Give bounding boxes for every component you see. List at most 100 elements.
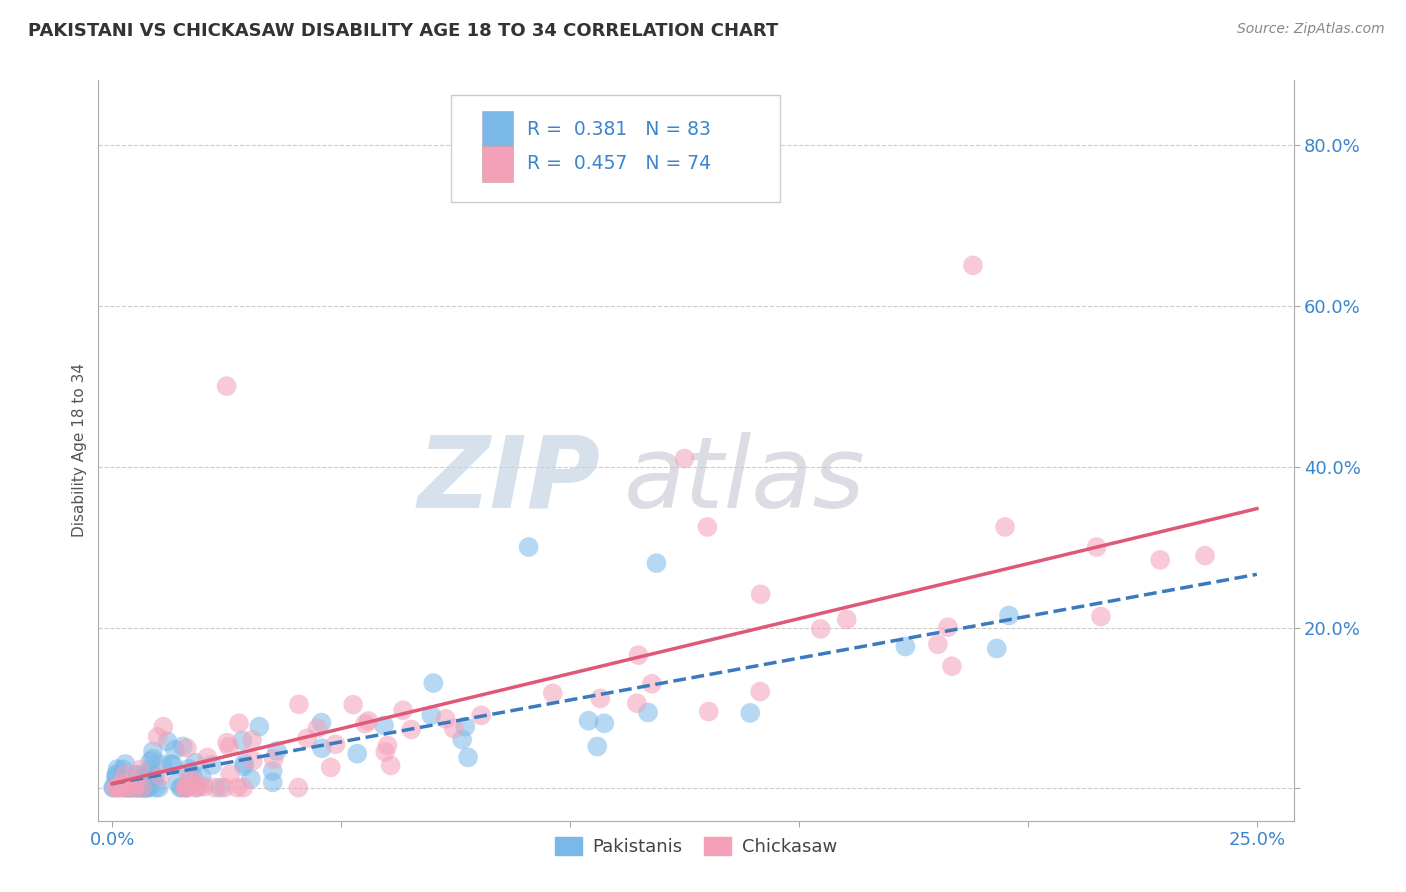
Point [115, 780, 138, 795]
Point [233, 756, 256, 771]
Point [354, 716, 377, 731]
Point [131, 780, 153, 795]
Point [129, 763, 152, 777]
Point [134, 780, 156, 795]
Text: R =  0.381   N = 83: R = 0.381 N = 83 [527, 120, 711, 138]
Point [346, 747, 368, 761]
Point [215, 379, 238, 393]
Point [517, 540, 540, 554]
Point [373, 718, 395, 732]
Point [262, 775, 284, 789]
Point [541, 686, 564, 700]
Point [263, 752, 285, 766]
Point [142, 770, 165, 784]
Point [114, 780, 136, 795]
Point [156, 734, 179, 748]
Point [124, 780, 146, 795]
Point [673, 451, 696, 466]
Point [190, 770, 212, 784]
Point [174, 780, 197, 795]
Point [226, 780, 249, 795]
Point [176, 780, 198, 795]
Point [457, 750, 479, 764]
Point [176, 741, 198, 756]
FancyBboxPatch shape [482, 112, 513, 147]
Point [392, 703, 415, 717]
Point [118, 780, 141, 795]
Point [637, 706, 659, 720]
Point [184, 756, 207, 770]
Point [240, 733, 263, 747]
Point [454, 720, 477, 734]
Point [105, 769, 128, 783]
Point [125, 780, 148, 795]
Text: atlas: atlas [624, 432, 866, 529]
Point [740, 706, 762, 720]
Point [104, 772, 127, 786]
Point [162, 757, 184, 772]
Point [941, 659, 963, 673]
Point [128, 780, 150, 795]
Point [176, 780, 198, 795]
Point [434, 712, 457, 726]
Point [311, 715, 333, 730]
Point [176, 780, 198, 795]
Point [186, 780, 208, 795]
Point [131, 772, 153, 787]
Point [287, 780, 309, 795]
Point [152, 757, 174, 772]
Point [586, 739, 609, 754]
Point [114, 767, 136, 781]
Point [134, 780, 156, 795]
Text: ZIP: ZIP [418, 432, 600, 529]
Legend: Pakistanis, Chickasaw: Pakistanis, Chickasaw [547, 830, 845, 863]
Point [177, 762, 200, 776]
Point [641, 676, 664, 690]
Point [139, 763, 162, 777]
Point [120, 780, 142, 795]
Point [589, 691, 612, 706]
Point [183, 775, 205, 789]
Point [810, 622, 832, 636]
Point [114, 756, 136, 771]
Point [215, 736, 238, 750]
Point [118, 780, 141, 795]
Point [148, 780, 170, 795]
Point [593, 716, 616, 731]
Point [124, 777, 146, 791]
Point [177, 769, 200, 783]
Point [626, 696, 648, 710]
Point [749, 587, 772, 601]
Point [112, 762, 135, 776]
Point [262, 764, 284, 778]
Point [145, 780, 167, 795]
Point [219, 767, 242, 781]
Point [169, 780, 191, 795]
Point [377, 739, 399, 753]
Point [136, 770, 159, 784]
Point [401, 723, 423, 737]
Point [118, 780, 141, 795]
Point [325, 737, 347, 751]
Point [357, 714, 380, 728]
Point [149, 769, 172, 783]
FancyBboxPatch shape [482, 146, 513, 182]
Point [131, 780, 153, 795]
Point [894, 640, 917, 654]
Point [208, 780, 231, 795]
Point [295, 731, 318, 746]
Point [201, 758, 224, 772]
Point [231, 733, 253, 747]
Point [195, 750, 218, 764]
Point [266, 744, 288, 758]
Text: R =  0.457   N = 74: R = 0.457 N = 74 [527, 154, 711, 173]
Point [108, 780, 131, 795]
Point [188, 780, 211, 794]
Point [143, 770, 166, 784]
Point [135, 780, 157, 795]
Point [101, 780, 124, 795]
Point [998, 608, 1021, 623]
Point [218, 739, 240, 754]
Point [204, 780, 226, 795]
Point [247, 720, 270, 734]
